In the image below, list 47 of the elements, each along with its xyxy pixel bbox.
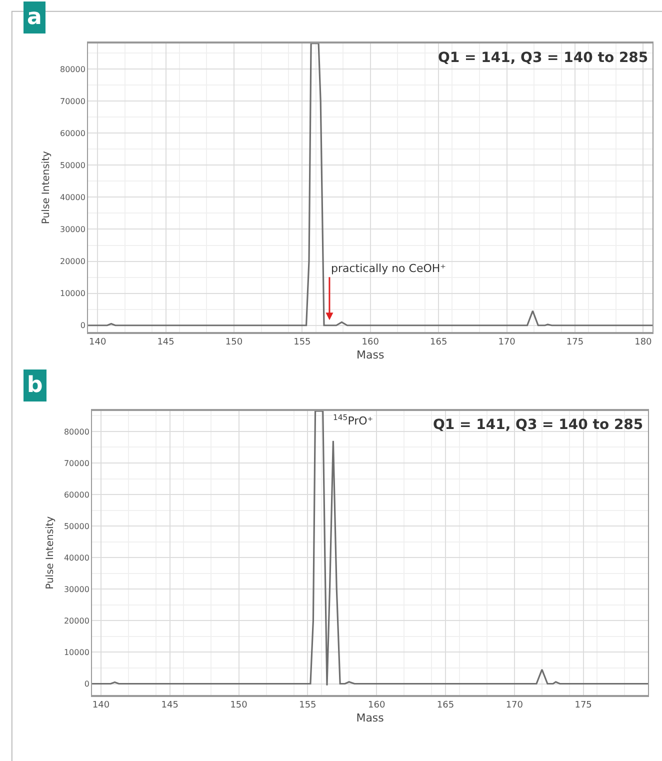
x-tick-label: 170 (506, 700, 524, 711)
chart-title: b (27, 373, 43, 398)
x-tick-label: 175 (574, 700, 592, 711)
x-tick-label: 180 (634, 338, 652, 348)
x-tick-label: 165 (436, 700, 454, 711)
y-tick-label: 40000 (64, 553, 90, 562)
y-axis-title: Pulse Intensity (44, 516, 56, 590)
x-tick-label: 145 (157, 338, 174, 348)
x-tick-label: 155 (294, 338, 311, 348)
x-tick-label: 165 (430, 338, 448, 348)
y-tick-label: 0 (84, 680, 90, 689)
x-axis-title: Mass (356, 711, 384, 724)
y-tick-label: 0 (80, 321, 86, 330)
x-tick-label: 140 (89, 338, 106, 348)
y-axis-title: Pulse Intensity (40, 150, 52, 224)
x-tick-label: 175 (566, 338, 584, 348)
y-tick-label: 80000 (64, 427, 90, 436)
y-tick-label: 80000 (60, 64, 86, 74)
y-tick-label: 60000 (64, 490, 90, 500)
annotation: Q1 = 141, Q3 = 140 to 285 (433, 417, 644, 433)
y-tick-label: 40000 (60, 192, 86, 202)
y-tick-label: 60000 (60, 128, 86, 138)
line-series (88, 43, 653, 326)
y-tick-label: 70000 (60, 96, 86, 106)
x-axis-title: Mass (356, 348, 384, 362)
x-tick-label: 170 (498, 338, 516, 348)
y-tick-label: 30000 (60, 225, 86, 234)
chart-title: a (27, 5, 42, 30)
x-tick-label: 150 (225, 338, 243, 348)
annotation: practically no CeOH⁺ (331, 262, 446, 275)
y-tick-label: 10000 (60, 289, 86, 298)
x-tick-label: 150 (230, 700, 248, 711)
x-tick-label: 155 (299, 700, 316, 711)
y-tick-label: 10000 (64, 648, 90, 658)
x-tick-label: 160 (362, 338, 380, 348)
y-tick-label: 20000 (64, 616, 90, 626)
y-tick-label: 70000 (64, 458, 90, 468)
line-series (92, 410, 648, 686)
annotation: $^{145}$PrO⁺ (333, 413, 374, 428)
y-tick-label: 20000 (60, 257, 86, 266)
annotation: Q1 = 141, Q3 = 140 to 285 (438, 50, 648, 66)
y-tick-label: 50000 (64, 522, 90, 531)
y-tick-label: 30000 (64, 584, 90, 594)
x-tick-label: 140 (92, 700, 110, 711)
y-tick-label: 50000 (60, 160, 86, 170)
x-tick-label: 160 (368, 700, 386, 711)
x-tick-label: 145 (161, 700, 178, 711)
